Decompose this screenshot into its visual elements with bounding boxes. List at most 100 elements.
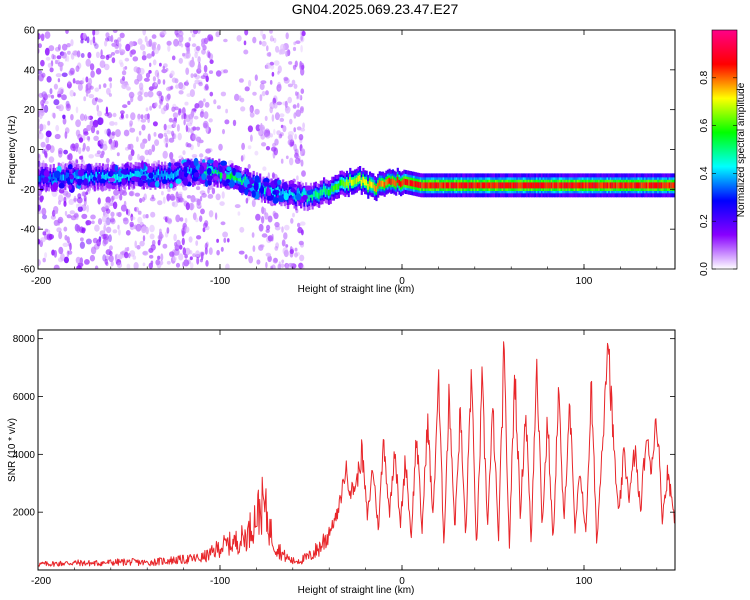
spectrogram-cell bbox=[527, 182, 530, 189]
spectrogram-cell bbox=[219, 201, 225, 207]
spectrogram-cell bbox=[271, 114, 275, 122]
spectrogram-cell bbox=[53, 219, 59, 226]
spectrogram-cell bbox=[511, 182, 514, 189]
spectrogram-cell bbox=[108, 132, 115, 140]
spectrogram-cell bbox=[570, 182, 573, 189]
spectrogram-cell bbox=[279, 43, 286, 52]
spectrogram-cell bbox=[66, 43, 71, 48]
spectrogram-cell bbox=[178, 253, 184, 261]
spectrogram-cell bbox=[204, 242, 208, 250]
spectrogram-cell bbox=[168, 162, 172, 168]
spectrogram-cell bbox=[77, 206, 83, 212]
spectrogram-cell bbox=[47, 176, 50, 183]
spectrogram-cell bbox=[442, 182, 445, 189]
spectrogram-cell bbox=[204, 101, 210, 108]
spectrogram-cell bbox=[48, 45, 55, 52]
spectrogram-cell bbox=[84, 114, 87, 122]
spectrogram-cell bbox=[297, 226, 303, 234]
spectrogram-cell bbox=[668, 182, 671, 189]
spectrogram-cell bbox=[103, 83, 107, 88]
spectrogram-cell bbox=[114, 254, 118, 262]
spectrogram-cell bbox=[359, 175, 362, 181]
spectrogram-cell bbox=[60, 174, 64, 181]
spectrogram-cell bbox=[224, 119, 230, 125]
spectrogram-cell bbox=[329, 188, 332, 195]
spectrogram-cell bbox=[273, 60, 280, 66]
spectrogram-cell bbox=[278, 189, 281, 196]
spectrogram-cell bbox=[94, 43, 99, 49]
spectrogram-cell bbox=[111, 174, 114, 181]
spectrogram-cell bbox=[426, 182, 429, 189]
spectrogram-cell bbox=[154, 180, 160, 188]
spectrogram-cell bbox=[123, 174, 126, 180]
spectrogram-cell bbox=[434, 182, 437, 189]
spectrogram-cell bbox=[301, 191, 304, 198]
spectrogram-cell bbox=[263, 181, 269, 187]
spectrogram-cell bbox=[670, 182, 673, 189]
spectrogram-cell bbox=[56, 227, 62, 233]
spectrogram-cell bbox=[106, 87, 111, 95]
spectrogram-cell bbox=[157, 133, 164, 139]
spectrogram-cell bbox=[194, 103, 200, 109]
spectrogram-cell bbox=[251, 232, 255, 238]
spectrogram-cell bbox=[168, 187, 171, 193]
spectrogram-cell bbox=[61, 51, 67, 59]
spectrogram-cell bbox=[68, 70, 74, 76]
spectrogram-cell bbox=[57, 61, 64, 67]
spectrogram-cell bbox=[606, 182, 609, 189]
spectrogram-cell bbox=[576, 182, 580, 189]
spectrogram-cell bbox=[146, 53, 152, 59]
spectrogram-cell bbox=[617, 182, 621, 189]
spectrogram-cell bbox=[97, 110, 102, 117]
spectrogram-cell bbox=[139, 171, 142, 178]
spectrogram-cell bbox=[222, 172, 227, 181]
spectrogram-cell bbox=[38, 43, 42, 49]
spectrogram-cell bbox=[112, 30, 118, 34]
spectrogram-cell bbox=[118, 253, 123, 260]
spectrogram-cell bbox=[108, 113, 113, 118]
spectrogram-cell bbox=[572, 182, 575, 189]
spectrogram-cell bbox=[103, 222, 108, 227]
spectrogram-cell bbox=[213, 99, 217, 105]
spectrogram-cell bbox=[248, 255, 254, 264]
spectrogram-cell bbox=[38, 160, 41, 169]
spectrogram-cell bbox=[396, 176, 399, 183]
spectrogram-cell bbox=[43, 169, 50, 178]
spectrogram-cell bbox=[181, 114, 184, 120]
spectrogram-cell bbox=[120, 169, 127, 174]
spectrogram-cell bbox=[269, 61, 275, 66]
spectrogram-cell bbox=[203, 122, 208, 128]
spectrogram-cell bbox=[277, 81, 281, 89]
spectrogram-cell bbox=[647, 182, 650, 189]
spectrogram-cell bbox=[101, 233, 107, 240]
spectrogram-cell bbox=[173, 133, 177, 140]
spectrogram-cell bbox=[234, 93, 240, 101]
spectrogram-cell bbox=[46, 143, 52, 151]
spectrogram-cell bbox=[248, 79, 252, 87]
spectrogram-cell bbox=[178, 82, 184, 90]
spectrogram-cell bbox=[583, 182, 586, 189]
spectrogram-cell bbox=[179, 84, 186, 91]
spectrogram-cell bbox=[109, 170, 114, 177]
spectrogram-cell bbox=[163, 106, 166, 111]
spectrogram-cell bbox=[75, 173, 78, 180]
spectrogram-cell bbox=[57, 147, 63, 155]
spectrogram-cell bbox=[299, 35, 305, 43]
spectrogram-cell bbox=[57, 216, 64, 224]
spectrogram-cell bbox=[128, 41, 135, 46]
spectrogram-cell bbox=[294, 247, 298, 252]
spectrogram-cell bbox=[44, 228, 49, 233]
spectrogram-cell bbox=[82, 77, 85, 84]
spectrogram-cell bbox=[106, 183, 113, 189]
spectrogram-cell bbox=[673, 182, 675, 189]
spectrogram-cell bbox=[282, 188, 285, 195]
spectrogram-cell bbox=[157, 200, 163, 206]
spectrogram-cell bbox=[291, 190, 295, 196]
spectrogram-cell bbox=[124, 251, 129, 259]
spectrogram-cell bbox=[334, 183, 337, 190]
spectrogram-cell bbox=[58, 104, 64, 112]
spectrogram-cell bbox=[568, 182, 571, 189]
spectrogram-cell bbox=[55, 73, 62, 78]
spectrogram-cell bbox=[601, 182, 604, 189]
